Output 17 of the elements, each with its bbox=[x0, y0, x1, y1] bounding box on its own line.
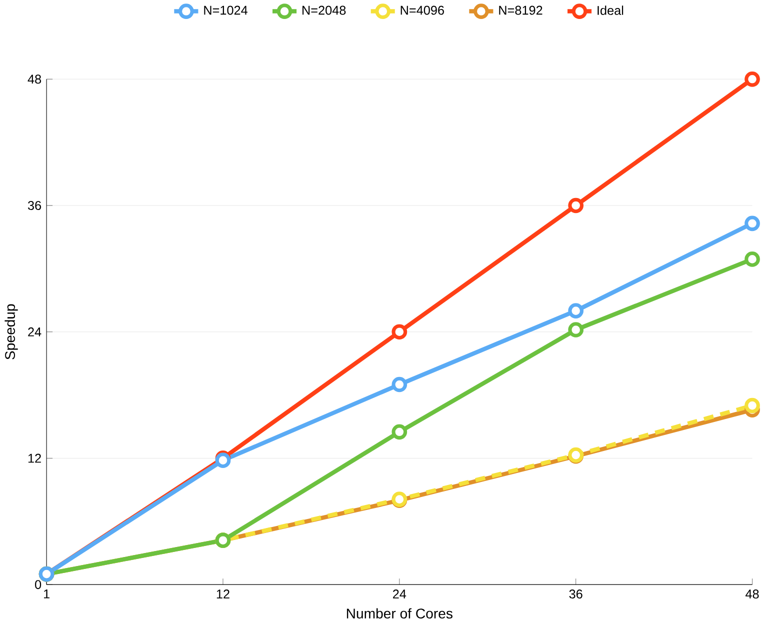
legend-label: N=4096 bbox=[400, 6, 444, 15]
x-tick-label: 12 bbox=[216, 589, 230, 598]
legend-label: Ideal bbox=[598, 6, 624, 15]
x-axis-title: Number of Cores bbox=[346, 608, 452, 618]
y-tick-label: 0 bbox=[35, 580, 42, 589]
legend-label: N=2048 bbox=[302, 6, 346, 15]
legend-label: N=8192 bbox=[499, 6, 542, 15]
y-tick-label: 36 bbox=[28, 200, 42, 210]
y-tick-label: 48 bbox=[28, 74, 42, 84]
y-tick-label: 24 bbox=[28, 327, 42, 336]
x-tick-label: 48 bbox=[746, 589, 759, 598]
x-tick-label: 1 bbox=[44, 589, 50, 598]
legend-label: N=1024 bbox=[204, 6, 248, 15]
y-axis-title: Speedup bbox=[4, 304, 18, 360]
x-tick-label: 24 bbox=[393, 589, 406, 598]
x-tick-label: 36 bbox=[569, 589, 582, 598]
y-tick-label: 12 bbox=[28, 454, 41, 463]
